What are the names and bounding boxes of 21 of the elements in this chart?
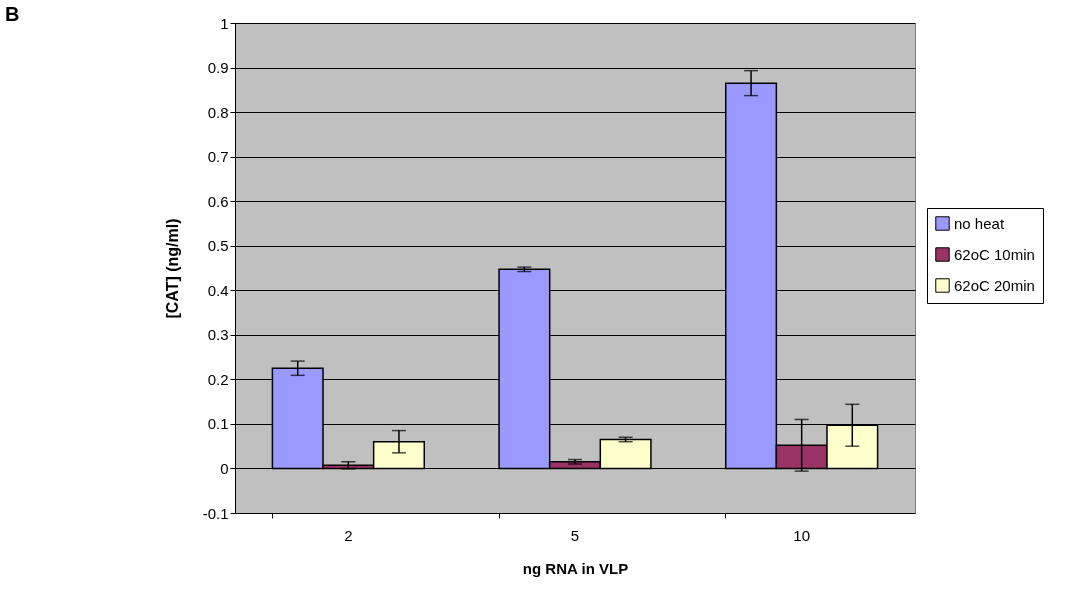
y-tick-label: 0.8 bbox=[207, 103, 229, 121]
y-tick-label: 0.6 bbox=[207, 192, 229, 210]
y-tick-label: 1 bbox=[220, 14, 229, 32]
x-tick-label: 5 bbox=[570, 526, 580, 544]
legend-label: 62oC 10min bbox=[954, 245, 1035, 263]
legend-label: no heat bbox=[954, 214, 1005, 232]
y-tick-label: 0.5 bbox=[207, 237, 229, 255]
y-tick-label: 0 bbox=[220, 459, 229, 477]
y-axis-title: [CAT] (ng/ml) bbox=[163, 218, 181, 319]
y-tick-label: -0.1 bbox=[202, 504, 229, 522]
y-tick-label: 0.7 bbox=[207, 148, 229, 166]
y-tick-label: 0.2 bbox=[207, 370, 229, 388]
text: B bbox=[5, 3, 20, 25]
x-axis-title: ng RNA in VLP bbox=[522, 559, 629, 577]
legend-label: 62oC 20min bbox=[954, 276, 1035, 294]
y-tick-label: 0.3 bbox=[207, 326, 229, 344]
y-tick-label: 0.9 bbox=[207, 59, 229, 77]
x-tick-label: 10 bbox=[793, 526, 811, 544]
y-tick-label: 0.1 bbox=[207, 415, 229, 433]
y-tick-label: 0.4 bbox=[207, 281, 229, 299]
x-tick-label: 2 bbox=[344, 526, 353, 544]
